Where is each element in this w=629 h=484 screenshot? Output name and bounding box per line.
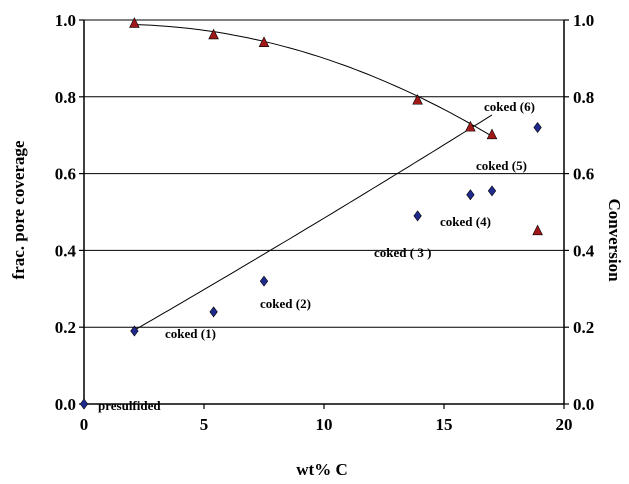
x-tick-labels: 0 5 10 15 20 xyxy=(80,415,573,434)
triangle-point xyxy=(258,36,270,47)
triangle-point xyxy=(208,28,219,40)
triangle-point xyxy=(412,93,423,105)
triangle-point xyxy=(486,128,498,140)
y2-tick-label: 0.0 xyxy=(573,395,594,414)
y-tick-label: 1.0 xyxy=(55,11,76,30)
x-tick-label: 15 xyxy=(436,415,453,434)
annotation-coked-5: coked (5) xyxy=(476,158,527,173)
diamond-point xyxy=(466,189,475,201)
diamond-point xyxy=(533,122,542,134)
y-tick-label: 0.2 xyxy=(55,318,76,337)
y-tick-label: 0.4 xyxy=(55,241,77,260)
y-axis-title: frac. pore coverage xyxy=(9,140,28,279)
y2-tick-label: 0.8 xyxy=(573,88,594,107)
diamond-point xyxy=(130,325,139,337)
x-tick-label: 5 xyxy=(200,415,209,434)
annotation-coked-2: coked (2) xyxy=(260,296,311,311)
y2-tick-label: 0.6 xyxy=(573,165,594,184)
trendline-right xyxy=(134,24,493,137)
annotation-coked-3: coked ( 3 ) xyxy=(374,245,431,260)
y-tick-label: 0.8 xyxy=(55,88,76,107)
y-tick-labels-left: 0.0 0.2 0.4 0.6 0.8 1.0 xyxy=(55,11,77,414)
triangle-point xyxy=(532,224,543,236)
diamond-point xyxy=(413,210,422,222)
trendlines xyxy=(134,24,493,331)
x-tick-label: 10 xyxy=(316,415,333,434)
diamond-point xyxy=(259,275,269,287)
x-tick-label: 0 xyxy=(80,415,89,434)
diamond-point xyxy=(487,185,497,197)
annotation-presulfided: presulfided xyxy=(98,398,161,413)
diamond-point xyxy=(79,398,89,410)
y2-tick-label: 1.0 xyxy=(573,11,594,30)
grid xyxy=(84,19,564,405)
y2-axis-title: Conversion xyxy=(605,198,624,282)
axes xyxy=(79,19,569,409)
data-points xyxy=(79,17,543,410)
y2-tick-labels-right: 0.0 0.2 0.4 0.6 0.8 1.0 xyxy=(573,11,595,414)
annotation-coked-6: coked (6) xyxy=(484,99,535,114)
trendline-left xyxy=(134,114,493,331)
annotation-coked-1: coked (1) xyxy=(165,326,216,341)
y-tick-label: 0.6 xyxy=(55,165,76,184)
y2-tick-label: 0.2 xyxy=(573,318,594,337)
x-axis-title: wt% C xyxy=(296,460,347,479)
diamond-point xyxy=(209,306,218,318)
triangle-point xyxy=(129,17,140,28)
x-tick-label: 20 xyxy=(556,415,573,434)
y-tick-label: 0.0 xyxy=(55,395,76,414)
y2-tick-label: 0.4 xyxy=(573,241,595,260)
annotation-coked-4: coked (4) xyxy=(440,214,491,229)
triangle-point xyxy=(465,120,476,132)
